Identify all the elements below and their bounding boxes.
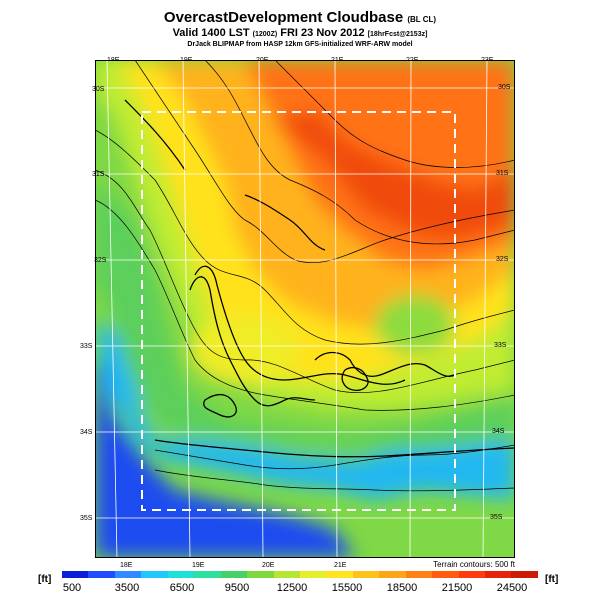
- color-scale-label: 500: [62, 582, 82, 594]
- map-frame: [95, 60, 515, 558]
- color-scale-label: 15500: [331, 582, 363, 594]
- lat-label-left: 33S: [80, 343, 93, 350]
- lat-label-left: 30S: [92, 86, 105, 93]
- lat-label-right: 32S: [496, 256, 509, 263]
- ocean-region: [95, 360, 355, 558]
- units-label-right: [ft]: [545, 574, 559, 585]
- color-scale-swatch: [379, 571, 406, 578]
- color-scale-swatch: [114, 571, 142, 578]
- chart-title: OvercastDevelopment Cloudbase (BL CL): [0, 9, 600, 26]
- color-scale-swatch: [485, 571, 512, 578]
- chart-subtitle: Valid 1400 LST (1200Z) FRI 23 Nov 2012 […: [0, 27, 600, 39]
- subtitle-code: (1200Z): [252, 31, 278, 38]
- lon-label-bottom: 21E: [334, 562, 347, 569]
- color-scale-swatch: [167, 571, 195, 578]
- lat-label-right: 30S: [498, 84, 511, 91]
- color-scale-label: 6500: [169, 582, 195, 594]
- lon-label-bottom: 18E: [120, 562, 133, 569]
- color-scale-bar: [62, 571, 538, 578]
- color-scale-swatch: [247, 571, 274, 578]
- lat-lon-grid: [95, 60, 515, 558]
- color-scale-swatch: [62, 571, 89, 578]
- color-scale-swatch: [511, 571, 538, 578]
- subtitle-valid: Valid 1400 LST: [172, 27, 250, 39]
- color-scale-label: 18500: [386, 582, 418, 594]
- terrain-contours: [95, 60, 515, 492]
- title-main: OvercastDevelopment Cloudbase: [163, 9, 404, 26]
- color-scale-swatch: [326, 571, 353, 578]
- lat-label-right: 35S: [490, 514, 503, 521]
- lon-label-bottom: 19E: [192, 562, 205, 569]
- lowland-band: [95, 180, 515, 450]
- color-scale-swatch: [220, 571, 248, 578]
- subtitle-forecast: [18hrFcst@2153z]: [367, 31, 428, 38]
- color-scale-label: 24500: [496, 582, 528, 594]
- lat-label-left: 35S: [80, 515, 93, 522]
- inner-domain-box: [141, 111, 456, 511]
- color-scale-label: 21500: [441, 582, 473, 594]
- lat-label-right: 33S: [494, 342, 507, 349]
- terrain-contour-note: Terrain contours: 500 ft: [433, 560, 515, 569]
- color-scale-swatch: [299, 571, 327, 578]
- cloudbase-map: [95, 60, 515, 558]
- color-scale-swatch: [273, 571, 300, 578]
- units-label-left: [ft]: [38, 574, 52, 585]
- subtitle-date: FRI 23 Nov 2012: [280, 27, 365, 39]
- lon-label-bottom: 20E: [262, 562, 275, 569]
- color-scale-swatch: [141, 571, 168, 578]
- lat-label-right: 31S: [496, 170, 509, 177]
- color-scale-label: 12500: [276, 582, 308, 594]
- yellow-patch: [190, 315, 300, 385]
- lat-label-left: 31S: [92, 171, 105, 178]
- color-scale-label: 3500: [114, 582, 140, 594]
- model-credit: DrJack BLIPMAP from HASP 12km GFS-initia…: [187, 41, 413, 48]
- title-suffix: (BL CL): [407, 15, 437, 24]
- color-scale-swatch: [458, 571, 485, 578]
- color-scale-swatch: [194, 571, 221, 578]
- color-scale-swatch: [405, 571, 433, 578]
- lat-label-right: 34S: [492, 428, 505, 435]
- color-scale-label: 9500: [224, 582, 250, 594]
- lat-label-left: 32S: [94, 257, 107, 264]
- color-scale-swatch: [88, 571, 115, 578]
- green-pocket: [375, 295, 455, 355]
- lat-label-left: 34S: [80, 429, 93, 436]
- color-scale-swatch: [352, 571, 380, 578]
- color-scale-swatch: [432, 571, 459, 578]
- terrain-contours-bold: [124, 99, 515, 458]
